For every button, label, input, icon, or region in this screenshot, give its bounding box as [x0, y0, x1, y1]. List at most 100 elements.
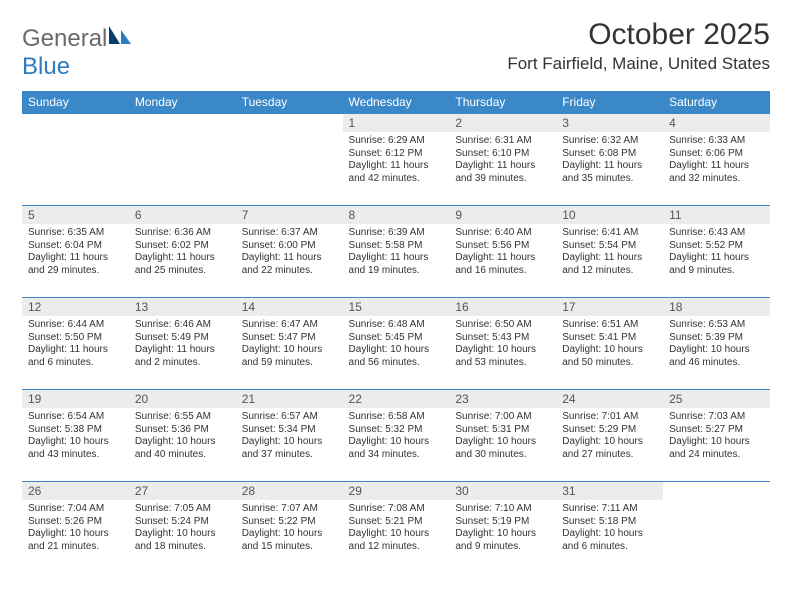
day-body: Sunrise: 6:29 AMSunset: 6:12 PMDaylight:…	[343, 132, 450, 189]
sunset-line: Sunset: 5:47 PM	[242, 332, 337, 345]
daylight-line: Daylight: 11 hours and 9 minutes.	[669, 252, 764, 277]
calendar-day-cell	[663, 482, 770, 574]
sunrise-line: Sunrise: 6:51 AM	[562, 319, 657, 332]
sunset-line: Sunset: 5:22 PM	[242, 516, 337, 529]
day-body: Sunrise: 6:40 AMSunset: 5:56 PMDaylight:…	[449, 224, 556, 281]
daylight-line: Daylight: 11 hours and 12 minutes.	[562, 252, 657, 277]
day-body: Sunrise: 7:01 AMSunset: 5:29 PMDaylight:…	[556, 408, 663, 465]
logo-text-bottom: Blue	[22, 53, 70, 80]
day-body: Sunrise: 6:43 AMSunset: 5:52 PMDaylight:…	[663, 224, 770, 281]
day-body: Sunrise: 6:31 AMSunset: 6:10 PMDaylight:…	[449, 132, 556, 189]
sunset-line: Sunset: 6:00 PM	[242, 240, 337, 253]
calendar-day-cell: 31Sunrise: 7:11 AMSunset: 5:18 PMDayligh…	[556, 482, 663, 574]
calendar-day-cell: 23Sunrise: 7:00 AMSunset: 5:31 PMDayligh…	[449, 390, 556, 482]
day-number: 25	[663, 390, 770, 408]
calendar-day-cell: 9Sunrise: 6:40 AMSunset: 5:56 PMDaylight…	[449, 206, 556, 298]
day-body: Sunrise: 7:07 AMSunset: 5:22 PMDaylight:…	[236, 500, 343, 557]
calendar-day-cell	[22, 114, 129, 206]
daylight-line: Daylight: 10 hours and 6 minutes.	[562, 528, 657, 553]
calendar-day-cell: 30Sunrise: 7:10 AMSunset: 5:19 PMDayligh…	[449, 482, 556, 574]
calendar-day-cell: 17Sunrise: 6:51 AMSunset: 5:41 PMDayligh…	[556, 298, 663, 390]
weekday-header: Saturday	[663, 91, 770, 114]
daylight-line: Daylight: 11 hours and 35 minutes.	[562, 160, 657, 185]
sunrise-line: Sunrise: 6:32 AM	[562, 135, 657, 148]
sunrise-line: Sunrise: 6:44 AM	[28, 319, 123, 332]
day-number: 20	[129, 390, 236, 408]
calendar-day-cell: 4Sunrise: 6:33 AMSunset: 6:06 PMDaylight…	[663, 114, 770, 206]
logo-text: General Blue	[22, 24, 133, 81]
day-body: Sunrise: 6:54 AMSunset: 5:38 PMDaylight:…	[22, 408, 129, 465]
day-number: 2	[449, 114, 556, 132]
daylight-line: Daylight: 11 hours and 32 minutes.	[669, 160, 764, 185]
day-number: 30	[449, 482, 556, 500]
page-title: October 2025	[507, 18, 770, 52]
calendar-week-row: 19Sunrise: 6:54 AMSunset: 5:38 PMDayligh…	[22, 390, 770, 482]
sunrise-line: Sunrise: 6:54 AM	[28, 411, 123, 424]
weekday-header-row: Sunday Monday Tuesday Wednesday Thursday…	[22, 91, 770, 114]
sunrise-line: Sunrise: 7:08 AM	[349, 503, 444, 516]
sunrise-line: Sunrise: 6:36 AM	[135, 227, 230, 240]
daylight-line: Daylight: 11 hours and 42 minutes.	[349, 160, 444, 185]
daylight-line: Daylight: 10 hours and 27 minutes.	[562, 436, 657, 461]
sunrise-line: Sunrise: 6:58 AM	[349, 411, 444, 424]
daylight-line: Daylight: 11 hours and 25 minutes.	[135, 252, 230, 277]
day-number: 18	[663, 298, 770, 316]
daylight-line: Daylight: 10 hours and 21 minutes.	[28, 528, 123, 553]
daylight-line: Daylight: 11 hours and 19 minutes.	[349, 252, 444, 277]
sunrise-line: Sunrise: 6:35 AM	[28, 227, 123, 240]
sunset-line: Sunset: 5:56 PM	[455, 240, 550, 253]
sunset-line: Sunset: 6:12 PM	[349, 148, 444, 161]
daylight-line: Daylight: 10 hours and 34 minutes.	[349, 436, 444, 461]
page-subtitle: Fort Fairfield, Maine, United States	[507, 54, 770, 74]
sunrise-line: Sunrise: 6:50 AM	[455, 319, 550, 332]
daylight-line: Daylight: 11 hours and 29 minutes.	[28, 252, 123, 277]
daylight-line: Daylight: 11 hours and 2 minutes.	[135, 344, 230, 369]
sunrise-line: Sunrise: 6:57 AM	[242, 411, 337, 424]
daylight-line: Daylight: 11 hours and 16 minutes.	[455, 252, 550, 277]
day-number: 24	[556, 390, 663, 408]
sunset-line: Sunset: 6:04 PM	[28, 240, 123, 253]
day-number: 10	[556, 206, 663, 224]
calendar-day-cell: 8Sunrise: 6:39 AMSunset: 5:58 PMDaylight…	[343, 206, 450, 298]
calendar-body: 1Sunrise: 6:29 AMSunset: 6:12 PMDaylight…	[22, 114, 770, 574]
day-number: 21	[236, 390, 343, 408]
weekday-header: Thursday	[449, 91, 556, 114]
day-number: 8	[343, 206, 450, 224]
day-body: Sunrise: 6:41 AMSunset: 5:54 PMDaylight:…	[556, 224, 663, 281]
day-body: Sunrise: 7:10 AMSunset: 5:19 PMDaylight:…	[449, 500, 556, 557]
sunrise-line: Sunrise: 7:01 AM	[562, 411, 657, 424]
day-number: 7	[236, 206, 343, 224]
day-number: 9	[449, 206, 556, 224]
title-block: October 2025 Fort Fairfield, Maine, Unit…	[507, 18, 770, 74]
calendar-week-row: 26Sunrise: 7:04 AMSunset: 5:26 PMDayligh…	[22, 482, 770, 574]
day-body: Sunrise: 6:36 AMSunset: 6:02 PMDaylight:…	[129, 224, 236, 281]
calendar-day-cell: 26Sunrise: 7:04 AMSunset: 5:26 PMDayligh…	[22, 482, 129, 574]
day-body: Sunrise: 7:08 AMSunset: 5:21 PMDaylight:…	[343, 500, 450, 557]
sunrise-line: Sunrise: 6:37 AM	[242, 227, 337, 240]
day-number: 13	[129, 298, 236, 316]
day-body: Sunrise: 7:03 AMSunset: 5:27 PMDaylight:…	[663, 408, 770, 465]
calendar-day-cell: 3Sunrise: 6:32 AMSunset: 6:08 PMDaylight…	[556, 114, 663, 206]
sunrise-line: Sunrise: 6:55 AM	[135, 411, 230, 424]
sunset-line: Sunset: 6:10 PM	[455, 148, 550, 161]
day-number: 28	[236, 482, 343, 500]
sunset-line: Sunset: 5:26 PM	[28, 516, 123, 529]
sunset-line: Sunset: 5:24 PM	[135, 516, 230, 529]
day-body: Sunrise: 6:39 AMSunset: 5:58 PMDaylight:…	[343, 224, 450, 281]
day-number: 4	[663, 114, 770, 132]
calendar-day-cell: 18Sunrise: 6:53 AMSunset: 5:39 PMDayligh…	[663, 298, 770, 390]
daylight-line: Daylight: 10 hours and 43 minutes.	[28, 436, 123, 461]
weekday-header: Monday	[129, 91, 236, 114]
day-number: 12	[22, 298, 129, 316]
calendar-day-cell: 2Sunrise: 6:31 AMSunset: 6:10 PMDaylight…	[449, 114, 556, 206]
day-body: Sunrise: 6:55 AMSunset: 5:36 PMDaylight:…	[129, 408, 236, 465]
logo: General Blue	[22, 24, 133, 81]
day-body: Sunrise: 6:35 AMSunset: 6:04 PMDaylight:…	[22, 224, 129, 281]
daylight-line: Daylight: 10 hours and 40 minutes.	[135, 436, 230, 461]
calendar-week-row: 12Sunrise: 6:44 AMSunset: 5:50 PMDayligh…	[22, 298, 770, 390]
day-number: 29	[343, 482, 450, 500]
sunset-line: Sunset: 5:34 PM	[242, 424, 337, 437]
calendar-day-cell: 16Sunrise: 6:50 AMSunset: 5:43 PMDayligh…	[449, 298, 556, 390]
day-number: 27	[129, 482, 236, 500]
header: General Blue October 2025 Fort Fairfield…	[22, 18, 770, 81]
